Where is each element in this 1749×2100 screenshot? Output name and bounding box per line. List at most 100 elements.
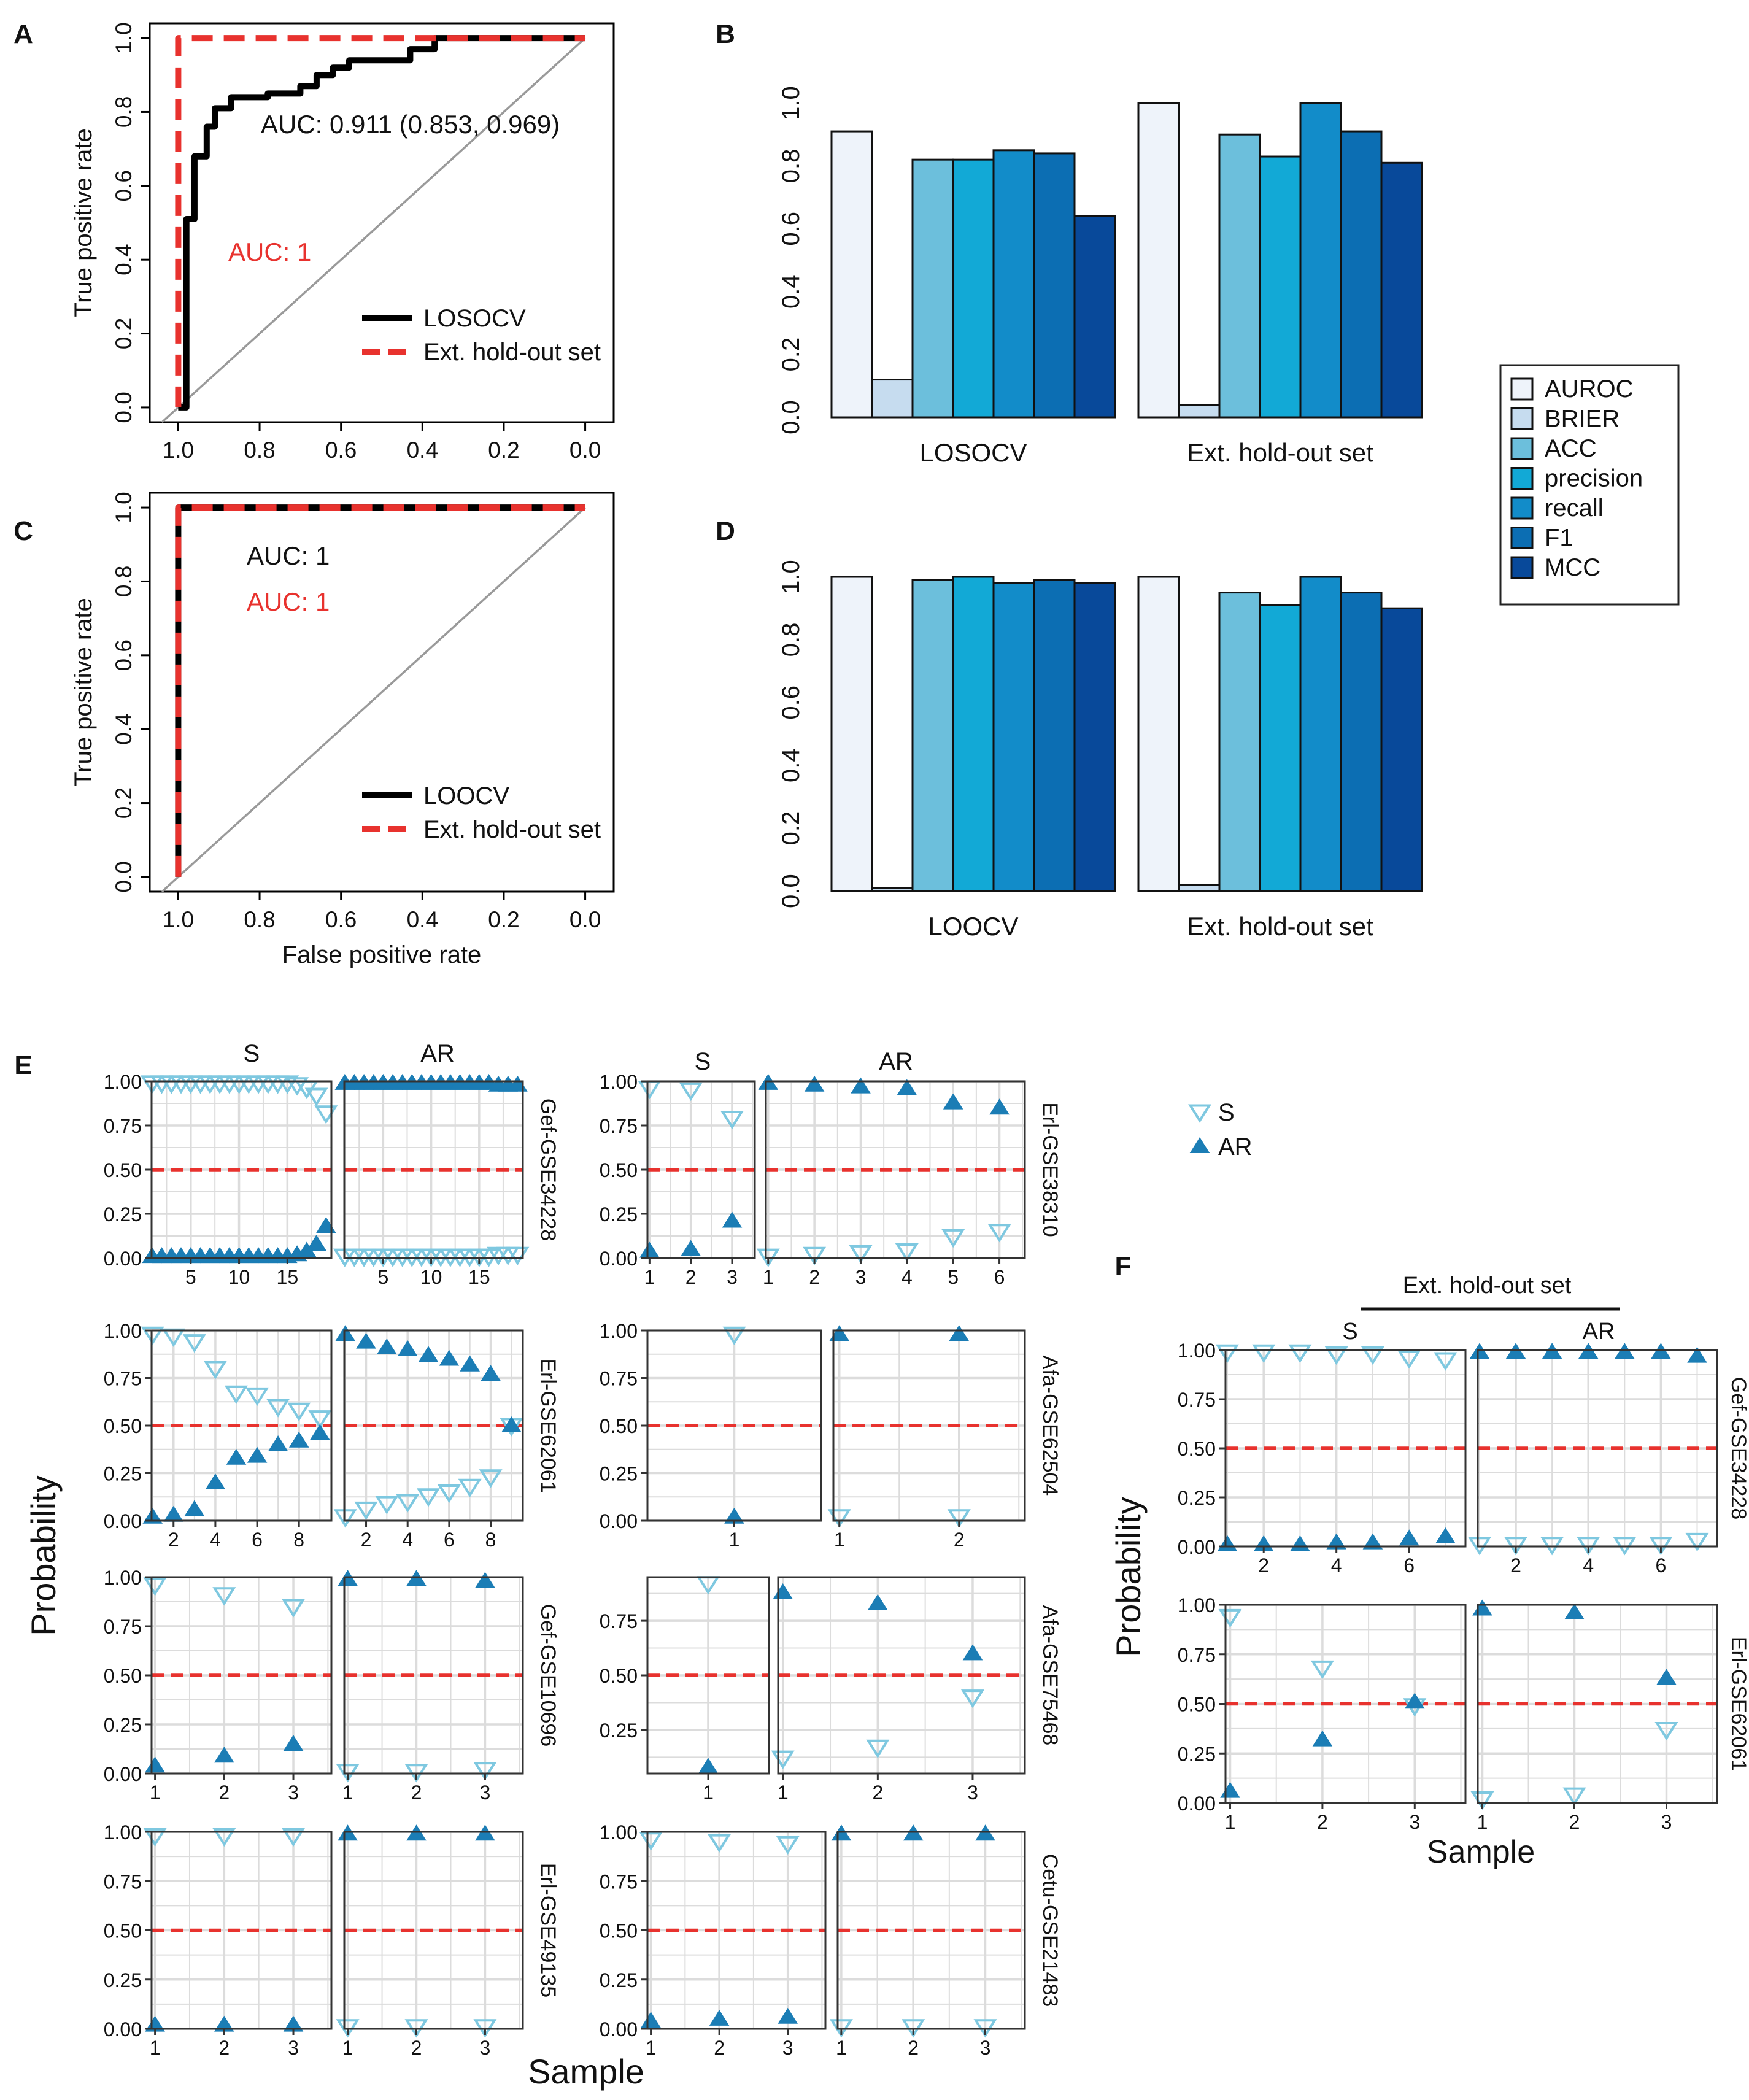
x-tick-label: 1 — [834, 1529, 845, 1551]
y-tick-label: 0.4 — [111, 713, 136, 744]
x-axis-label: Sample — [1427, 1834, 1535, 1870]
y-tick-label: 1.00 — [104, 1821, 142, 1843]
point-s — [416, 1488, 441, 1507]
point-s — [287, 1402, 311, 1421]
panel-letter-d: D — [716, 516, 735, 546]
x-tick-label: 3 — [855, 1266, 867, 1288]
point-s — [1361, 1346, 1384, 1365]
facet-strip-label: Afa-GSE75468 — [1038, 1605, 1062, 1746]
y-tick-label: 0.6 — [778, 212, 805, 246]
point-s — [1324, 1346, 1348, 1365]
y-tick-label: 1.0 — [111, 22, 136, 53]
facet-frame — [343, 1329, 524, 1522]
x-tick-label: 1 — [646, 2037, 657, 2059]
x-tick-label: 3 — [1409, 1811, 1420, 1833]
legend-label-mcc: MCC — [1545, 554, 1600, 581]
point-s — [827, 1509, 851, 1528]
legend-swatch-acc — [1510, 437, 1534, 460]
y-tick-label: 0.75 — [600, 1115, 638, 1137]
x-tick-label: 8 — [293, 1529, 304, 1551]
y-tick-label: 0.75 — [1178, 1389, 1216, 1411]
facet-strip-label: Erl-GSE49135 — [536, 1863, 560, 1998]
x-tick-label: 1 — [763, 1266, 774, 1288]
point-s — [473, 1762, 497, 1781]
x-tick-label: 6 — [444, 1529, 455, 1551]
x-tick-label: 2 — [1317, 1811, 1328, 1833]
point-ar — [943, 1093, 963, 1110]
panel-letter-c: C — [14, 516, 33, 546]
bar-f1-cv — [1033, 579, 1076, 892]
y-tick-label: 1.00 — [600, 1071, 638, 1093]
bar-auroc-cv — [830, 130, 873, 419]
point-s — [285, 1077, 309, 1096]
point-ar — [309, 1424, 330, 1440]
x-tick-label: 2 — [411, 1782, 422, 1804]
y-tick-label: 1.00 — [600, 1320, 638, 1342]
facet-header-s: S — [244, 1040, 260, 1067]
y-tick-label: 0.25 — [1178, 1743, 1216, 1765]
panel-E-probabilities: 5 10 15 5 10 150.000.250.500.751.00Gef-GSE342… — [24, 1040, 1253, 2091]
facet-frame — [836, 1831, 1026, 2030]
auc-annotation-holdout: AUC: 1 — [228, 237, 311, 266]
legend-label-recall: recall — [1545, 495, 1604, 522]
x-tick-label: 2 — [872, 1782, 883, 1804]
y-tick-label: 0.8 — [111, 96, 136, 128]
point-s — [266, 1399, 290, 1418]
y-tick-label: 1.0 — [111, 492, 136, 523]
y-tick-label: 0.0 — [778, 874, 805, 908]
facet-header-ar: AR — [1583, 1319, 1615, 1345]
bar-recall-holdout — [1299, 576, 1342, 892]
facet-frame — [1477, 1604, 1718, 1804]
x-tick-label: 0.8 — [244, 907, 275, 932]
x-tick-label: 2 — [908, 2037, 919, 2059]
auc-annotation-holdout: AUC: 1 — [247, 587, 330, 616]
roc-curve-holdout — [175, 504, 585, 877]
x-tick-label: 1 — [150, 1782, 161, 1804]
legend-label-cv: LOOCV — [423, 782, 509, 809]
y-tick-label: 0.4 — [778, 748, 805, 782]
bar-recall-cv — [992, 149, 1035, 419]
facet-strip-label: Erl-GSE38310 — [1038, 1102, 1062, 1237]
legend-key-ar — [1189, 1137, 1210, 1153]
y-tick-label: 0.50 — [1178, 1438, 1216, 1460]
x-tick-label: 2 — [168, 1529, 179, 1551]
legend-label-acc: ACC — [1545, 435, 1596, 462]
point-ar — [804, 1075, 825, 1092]
y-tick-label: 0.00 — [1178, 1793, 1216, 1815]
panel-letter-e: E — [14, 1050, 32, 1080]
bar-acc-holdout — [1218, 592, 1261, 892]
point-s — [803, 1246, 827, 1265]
point-s — [281, 1599, 306, 1618]
y-tick-label: 0.8 — [111, 566, 136, 597]
x-tick-label: 0.2 — [488, 907, 519, 932]
group-label: LOOCV — [928, 912, 1018, 941]
point-s — [143, 1577, 167, 1596]
y-tick-label: 1.00 — [1178, 1340, 1216, 1362]
x-tick-label: 1 — [729, 1529, 740, 1551]
point-ar — [1399, 1529, 1419, 1546]
x-tick-label: 3 — [727, 1266, 738, 1288]
x-tick-label: 0.8 — [244, 438, 275, 463]
facet-frame — [832, 1329, 1026, 1522]
x-tick-label: 3 — [1661, 1811, 1672, 1833]
bar-acc-cv — [911, 158, 954, 419]
point-s — [1310, 1660, 1334, 1680]
bar-brier-holdout — [1178, 884, 1221, 892]
x-tick-label: 6 — [1403, 1554, 1415, 1577]
auc-annotation-cv: AUC: 1 — [247, 541, 330, 570]
y-tick-label: 0.50 — [600, 1920, 638, 1942]
point-ar — [681, 1240, 701, 1256]
panel-F-probabilities: 2 4 6 2 4 6 0.00 0.25 0.50 0.75 1.00 Gef-GSE34228 1 2… — [1109, 1273, 1749, 1870]
roc-curve-holdout — [175, 35, 585, 407]
x-tick-label: 0.6 — [325, 438, 357, 463]
y-tick-label: 0.6 — [111, 170, 136, 201]
point-s — [143, 1828, 167, 1847]
point-ar — [1564, 1603, 1585, 1619]
x-tick-label: 15 — [277, 1266, 299, 1288]
y-tick-label: 0.2 — [778, 811, 805, 846]
group-label: Ext. hold-out set — [1187, 912, 1373, 941]
x-tick-label: 15 — [468, 1266, 490, 1288]
panel-letters: A B C D E F — [14, 19, 1131, 1281]
point-s — [722, 1326, 746, 1345]
